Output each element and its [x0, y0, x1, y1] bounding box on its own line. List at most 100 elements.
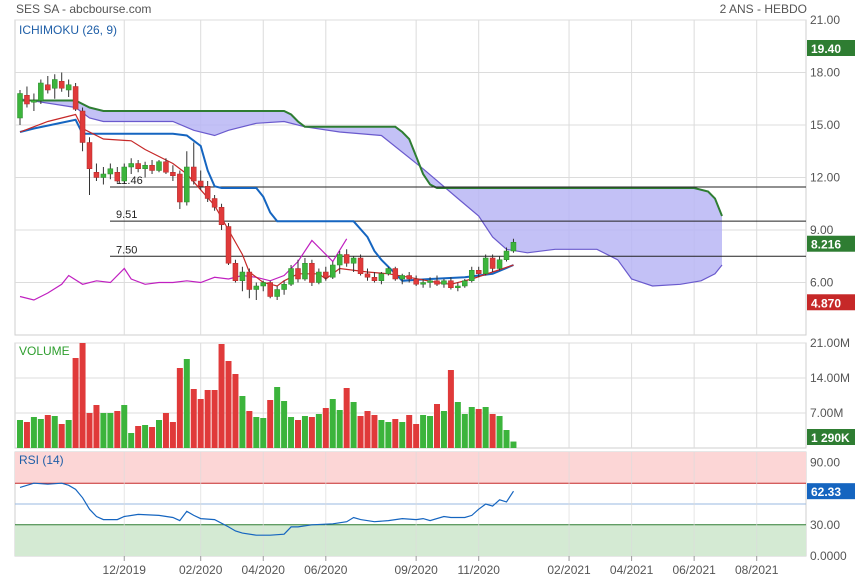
candle-body: [58, 81, 65, 89]
y-tick-label: 30.00: [810, 518, 840, 532]
volume-bar: [100, 413, 107, 448]
volume-bar: [37, 419, 44, 448]
candle-body: [86, 142, 93, 169]
volume-bar: [392, 419, 399, 448]
volume-bar: [371, 415, 378, 448]
volume-bar: [329, 399, 336, 448]
candle-body: [24, 95, 30, 105]
volume-bar: [128, 433, 135, 448]
volume-bar: [267, 400, 274, 448]
volume-bar: [58, 424, 65, 448]
volume-bar: [343, 388, 350, 448]
candle-body: [239, 271, 246, 281]
volume-bar: [482, 407, 489, 448]
volume-bar: [121, 405, 128, 448]
volume-bar: [322, 408, 329, 448]
volume-bar: [295, 420, 301, 448]
panel-title-ichimoku: ICHIMOKU (26, 9): [19, 23, 117, 37]
candle-body: [225, 226, 232, 264]
volume-bar: [496, 416, 503, 448]
candle-body: [330, 264, 336, 278]
volume-bar: [211, 390, 218, 448]
x-tick-label: 09/2020: [394, 563, 438, 577]
candle-body: [274, 289, 280, 297]
candle-body: [357, 257, 364, 274]
x-tick-label: 12/2019: [103, 563, 147, 577]
price-badge: [807, 294, 855, 311]
candle-body: [288, 268, 294, 285]
candle-body: [336, 254, 343, 266]
candle-body: [309, 263, 315, 283]
candle-body: [364, 273, 371, 278]
volume-bar: [385, 422, 392, 448]
volume-bar: [204, 390, 211, 448]
candle-body: [170, 172, 176, 176]
candle-body: [211, 198, 218, 208]
candle-body: [218, 207, 225, 225]
volume-bar: [23, 422, 30, 448]
candle-body: [343, 254, 350, 264]
period-selector[interactable]: 2 ANS - HEBDO: [719, 2, 807, 16]
candle-body: [128, 163, 134, 168]
y-tick-label: 7.00M: [810, 406, 843, 420]
candle-body: [392, 268, 399, 280]
price-badge-label: 8.216: [811, 238, 841, 252]
volume-bar: [288, 417, 295, 448]
volume-bar: [357, 416, 364, 448]
volume-bar: [315, 414, 322, 448]
candle-body: [267, 282, 273, 297]
volume-bar: [468, 407, 475, 448]
volume-bar: [447, 370, 454, 448]
volume-bar: [420, 415, 427, 448]
volume-bar: [253, 417, 260, 448]
candle-body: [510, 242, 517, 252]
candle-body: [204, 186, 211, 199]
price-badge: [807, 429, 855, 445]
candle-body: [350, 257, 357, 264]
candle-body: [93, 172, 100, 178]
candle-body: [121, 166, 127, 182]
candle-body: [72, 86, 79, 110]
price-badge: [807, 483, 855, 500]
volume-bar: [30, 417, 37, 448]
candle-body: [489, 257, 496, 269]
rsi-oversold-zone: [15, 524, 806, 556]
candle-body: [441, 280, 447, 285]
volume-bar: [503, 430, 510, 448]
volume-bar: [107, 413, 114, 448]
candle-body: [399, 275, 405, 280]
x-tick-label: 04/2021: [610, 563, 654, 577]
candle-body: [371, 277, 378, 281]
y-tick-label: 21.00M: [810, 336, 850, 350]
candle-body: [65, 84, 72, 91]
volume-bar: [454, 402, 461, 448]
volume-bar: [197, 399, 204, 448]
senkou-span-a-line: [20, 99, 723, 217]
candle-body: [475, 270, 482, 274]
volume-bar: [378, 420, 385, 448]
candle-body: [482, 257, 489, 274]
x-tick-label: 04/2020: [242, 563, 286, 577]
volume-bar: [510, 441, 517, 448]
volume-bar: [301, 416, 308, 448]
candle-body: [455, 285, 461, 288]
x-tick-label: 02/2021: [547, 563, 591, 577]
candle-body: [191, 166, 197, 182]
volume-bar: [350, 402, 357, 448]
candle-body: [413, 278, 419, 285]
ichimoku-panel: 21.0018.0015.0012.009.006.0011.469.517.5…: [14, 13, 855, 336]
candle-body: [156, 161, 162, 171]
candle-body: [45, 84, 51, 91]
price-badge-label: 62.33: [811, 485, 841, 499]
volume-bar: [475, 409, 482, 448]
y-tick-label: 14.00M: [810, 371, 850, 385]
candle-body: [135, 163, 141, 169]
volume-bar: [218, 344, 225, 448]
volume-bar: [260, 418, 267, 448]
volume-bar: [336, 410, 343, 448]
y-tick-label: 9.00: [810, 223, 834, 237]
volume-bar: [427, 416, 434, 448]
volume-bar: [239, 396, 246, 448]
candle-body: [107, 168, 114, 175]
